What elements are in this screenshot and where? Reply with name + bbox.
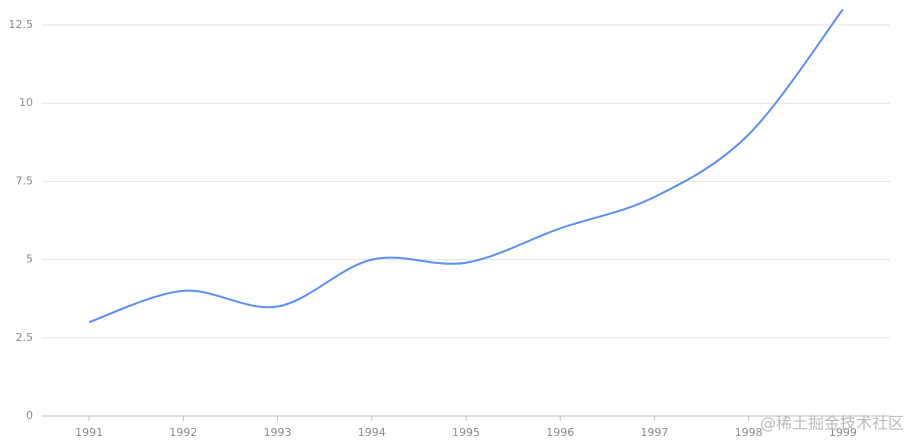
x-tick-label: 1991 — [75, 426, 103, 439]
x-tick-label: 1993 — [264, 426, 292, 439]
y-tick-label: 2.5 — [16, 331, 34, 344]
x-tick-label: 1996 — [546, 426, 574, 439]
x-tick-label: 1999 — [829, 426, 857, 439]
x-tick-label: 1994 — [358, 426, 386, 439]
watermark: @稀土掘金技术社区 — [760, 414, 904, 433]
x-tick-label: 1992 — [169, 426, 197, 439]
y-tick-label: 10 — [19, 96, 33, 109]
x-tick-label: 1998 — [735, 426, 763, 439]
x-tick-label: 1997 — [640, 426, 668, 439]
line — [88, 8, 844, 324]
y-tick-label: 5 — [26, 253, 33, 266]
x-tick-label: 1995 — [452, 426, 480, 439]
y-tick-label: 12.5 — [9, 18, 34, 31]
y-tick-label: 7.5 — [16, 174, 34, 187]
y-tick-label: 0 — [26, 409, 33, 422]
